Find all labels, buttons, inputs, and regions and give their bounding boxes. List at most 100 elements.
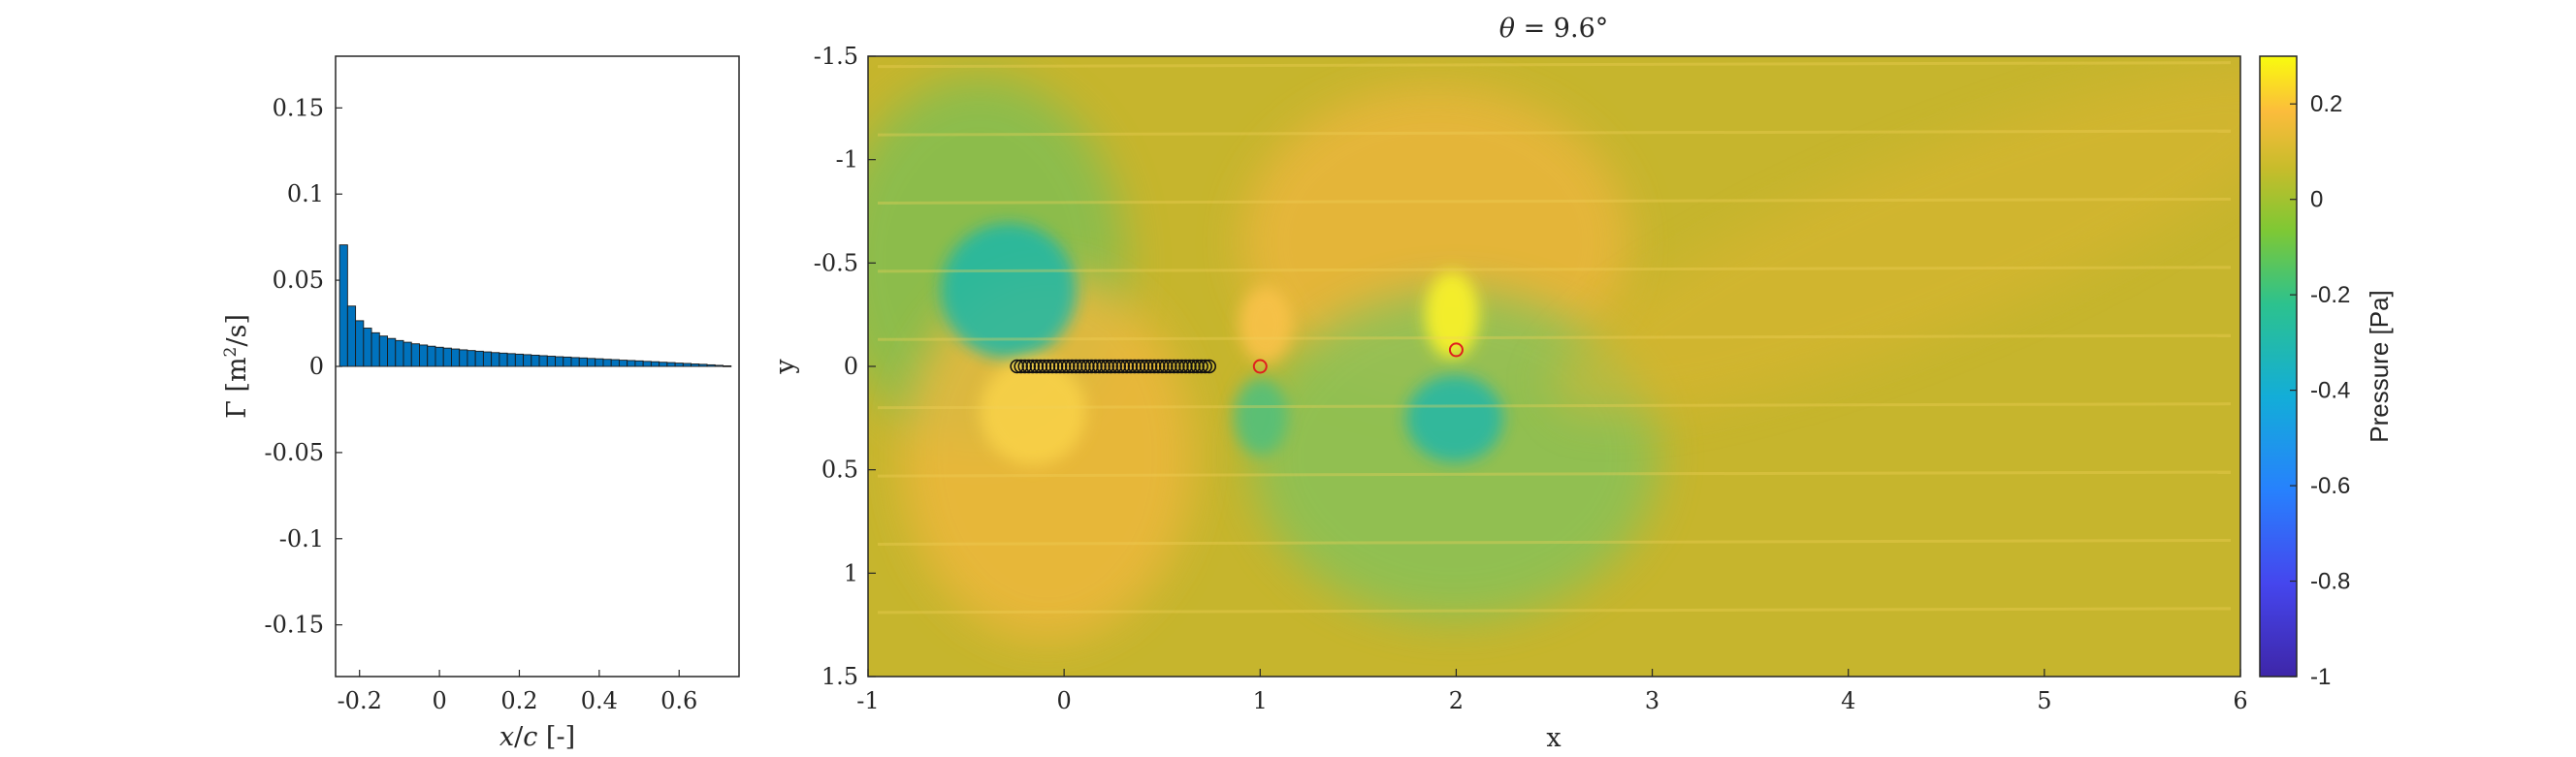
panel-marker [1190, 359, 1205, 374]
gamma-bar [370, 331, 380, 367]
panel-marker [1073, 359, 1087, 374]
gamma-bar [714, 364, 724, 367]
colorbar-tick-label: -0.8 [2310, 569, 2350, 595]
panel-marker [1010, 359, 1024, 374]
pressure-xtick-label: -1 [856, 687, 879, 714]
pressure-core-point-2 [1425, 271, 1479, 359]
gamma-bar [666, 362, 676, 367]
colorbar-tick-label: -0.4 [2310, 378, 2350, 404]
panel-marker [1037, 359, 1052, 374]
panel-marker [1084, 359, 1099, 374]
suction-core-point-2 [1406, 375, 1503, 462]
panel-marker [1088, 359, 1103, 374]
high-pressure-region-wake [1551, 69, 2240, 416]
gamma-xtick-label: 0 [432, 687, 446, 714]
gamma-ylabel: Γ [m2/s] [221, 314, 252, 419]
panel-marker [1150, 359, 1166, 374]
pressure-xtick-label: 1 [1253, 687, 1268, 714]
gamma-ytick-label: 0.05 [273, 267, 324, 294]
gamma-bar [482, 351, 493, 367]
panel-marker [1139, 359, 1154, 374]
colorbar-tick-label: -0.2 [2310, 282, 2350, 308]
panel-marker [1198, 359, 1212, 374]
panel-marker [1014, 359, 1028, 374]
pressure-ytick-label: -0.5 [814, 249, 858, 276]
velocity-streak [877, 607, 2232, 615]
gamma-bar [595, 358, 604, 367]
panel-marker [1115, 359, 1131, 374]
gamma-xlabel: x/c [-] [499, 722, 575, 752]
panel-marker [1104, 359, 1118, 374]
velocity-streaks [877, 61, 2232, 615]
gamma-bar [387, 337, 397, 367]
gamma-bar [514, 353, 525, 367]
gamma-bar [402, 341, 412, 367]
colorbar-tick-label: 0.2 [2310, 91, 2342, 117]
gamma-bar [642, 361, 652, 367]
gamma-ytick-label: -0.15 [264, 612, 324, 639]
wake-vortex-marker [1448, 342, 1464, 358]
panel-marker [1080, 359, 1095, 374]
panel-marker [1029, 359, 1045, 374]
gamma-bar [674, 363, 684, 367]
gamma-xtick-label: 0.4 [581, 687, 618, 714]
panel-marker [1111, 359, 1127, 374]
gamma-bar [610, 359, 620, 367]
gamma-bar [523, 354, 532, 367]
pressure-ytick-label: 1.5 [821, 663, 858, 690]
panel-marker [1158, 359, 1174, 374]
gamma-xtick-label: 0.2 [500, 687, 537, 714]
velocity-streak [877, 470, 2232, 478]
gamma-bar-chart: -0.2 0 0.2 0.4 0.6 0.15 0.1 0.05 0 -0.05 -0.1 -0.15… [221, 55, 740, 752]
panel-marker [1068, 359, 1083, 374]
pressure-xtick-label: 4 [1841, 687, 1855, 714]
pressure-xtick-label: 0 [1057, 687, 1072, 714]
panel-marker [1033, 359, 1048, 374]
pressure-ytick-label: -1 [836, 146, 858, 173]
gamma-ytick-label: 0.15 [273, 94, 324, 121]
panel-marker [1056, 359, 1072, 374]
gamma-bar [419, 344, 429, 367]
gamma-bar [338, 244, 348, 367]
panel-marker [1077, 359, 1091, 374]
gamma-bars [338, 244, 732, 367]
panel-marker [1186, 359, 1201, 374]
gamma-bar [499, 352, 508, 367]
panel-marker [1123, 359, 1139, 374]
gamma-bar [531, 354, 540, 367]
pressure-ytick-label: 0.5 [821, 457, 858, 484]
suction-core [941, 223, 1077, 359]
panel-marker [1131, 359, 1146, 374]
panel-marker [1182, 359, 1197, 374]
velocity-streak [877, 333, 2232, 341]
gamma-xtick-label: -0.2 [338, 687, 382, 714]
gamma-bar [618, 360, 628, 367]
panel-marker [1163, 359, 1177, 374]
gamma-ytick-label: 0 [309, 353, 324, 380]
pressure-ylabel: y [770, 359, 800, 375]
panel-marker [1119, 359, 1135, 374]
gamma-bar [395, 339, 404, 367]
gamma-bar [491, 352, 500, 367]
panel-marker [1100, 359, 1114, 374]
pressure-xlabel: x [1546, 723, 1561, 753]
gamma-bar [723, 365, 732, 367]
velocity-streak [877, 197, 2232, 205]
gamma-bar [538, 355, 548, 367]
gamma-ytick-label: -0.1 [279, 525, 324, 552]
gamma-bar [659, 362, 668, 367]
pressure-ytick-label: 1 [844, 559, 858, 586]
gamma-bar [467, 350, 476, 367]
velocity-streak [877, 402, 2232, 410]
gamma-bar [691, 363, 700, 367]
gamma-bar [346, 305, 357, 367]
gamma-ytick-label: -0.05 [264, 439, 324, 466]
panel-marker [1025, 359, 1041, 374]
panel-marker [1175, 359, 1189, 374]
pressure-field-chart: θ = 9.6° -1 0 1 2 3 4 5 6 -1.5 -1 -0.5 0 0.5 1 1.5 x y [770, 14, 2394, 753]
gamma-bar [378, 335, 388, 367]
pressure-xtick-label: 6 [2233, 687, 2247, 714]
colorbar-label: Pressure [Pa] [2365, 290, 2394, 443]
gamma-bar [410, 343, 420, 367]
